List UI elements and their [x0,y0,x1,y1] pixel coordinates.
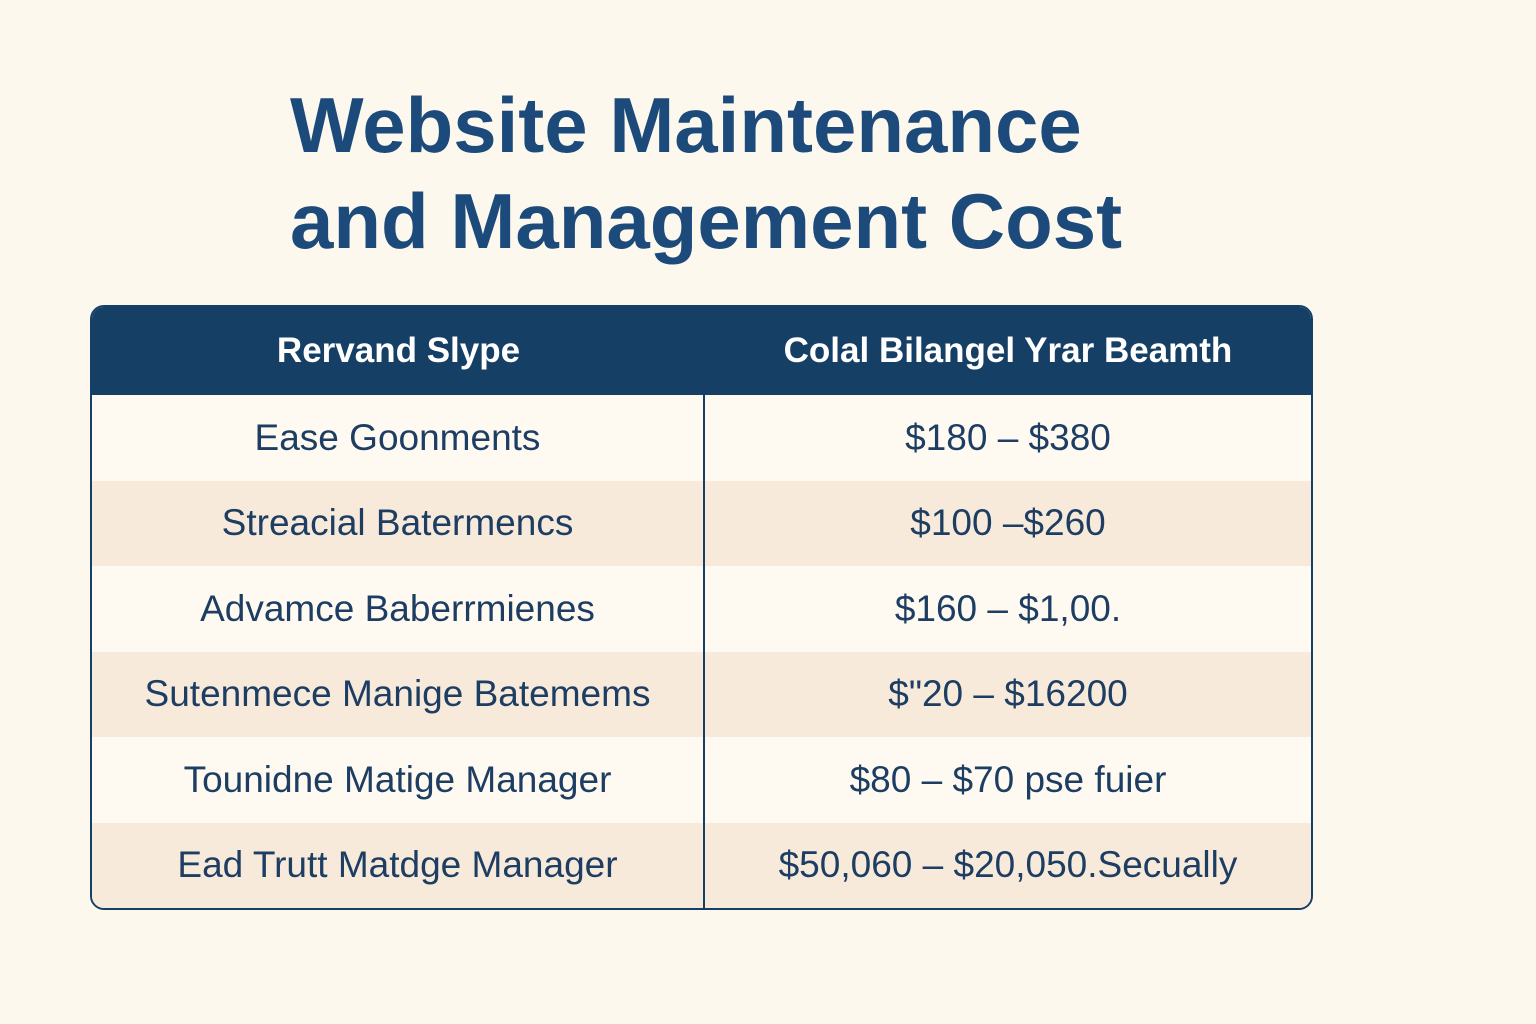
table-cell-service: Advamce Baberrmienes [92,566,705,652]
table-cell-service: Tounidne Matige Manager [92,737,705,823]
table-cell-service: Streacial Batermencs [92,480,705,566]
page-title: Website Maintenance and Management Cost [290,81,1123,265]
table-row: Tounidne Matige Manager $80 – $70 pse fu… [92,737,1311,823]
table-row: Sutenmece Manige Batemems $"20 – $16200 [92,651,1311,737]
table-row: Ease Goonments $180 – $380 [92,395,1311,481]
table-cell-cost: $160 – $1,00. [894,587,1122,629]
table-cell-cost: $100 –$260 [910,502,1106,544]
table-cell-cost: $"20 – $16200 [888,673,1128,715]
table-cell-service: Ease Goonments [92,395,705,481]
cost-table: Rervand Slype Colal Bilangel Yrar Beamth… [90,305,1313,910]
table-row: Ead Trutt Matdge Manager $50,060 – $20,0… [92,822,1311,908]
table-cell-cost: $50,060 – $20,050.Secually [778,844,1238,886]
table-row: Advamce Baberrmienes $160 – $1,00. [92,566,1311,652]
header-cell-cost: Colal Bilangel Yrar Beamth [783,331,1233,370]
table-cell-cost: $180 – $380 [905,416,1111,458]
header-cell-service-type: Rervand Slype [276,331,521,370]
table-header-row: Rervand Slype Colal Bilangel Yrar Beamth [92,307,1311,395]
table-cell-service: Sutenmece Manige Batemems [92,651,705,737]
table-cell-service: Ead Trutt Matdge Manager [92,822,705,908]
table-row: Streacial Batermencs $100 –$260 [92,480,1311,566]
table-cell-cost: $80 – $70 pse fuier [849,758,1167,800]
